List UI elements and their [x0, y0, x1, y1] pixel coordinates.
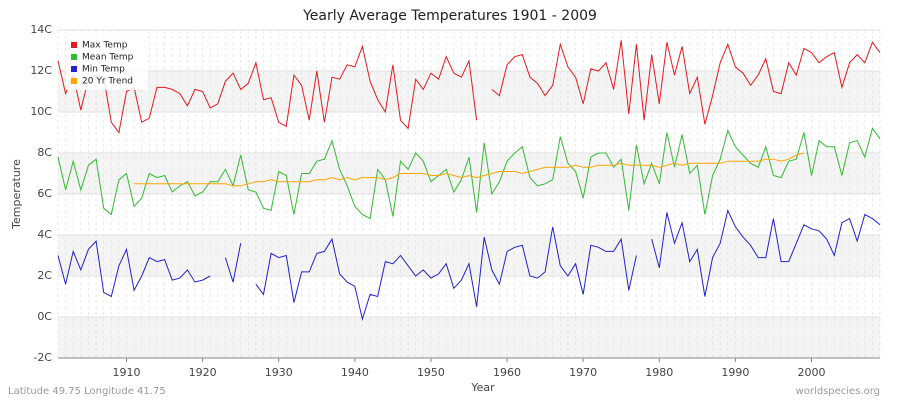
series-line: [134, 152, 805, 187]
y-tick-label: 6C: [37, 187, 52, 200]
y-tick-label: -2C: [33, 351, 52, 364]
x-tick-label: 1970: [569, 366, 597, 379]
legend-label: Min Temp: [82, 65, 125, 75]
y-tick-label: 8C: [37, 146, 52, 159]
legend-box: [66, 36, 148, 90]
chart-title: Yearly Average Temperatures 1901 - 2009: [302, 8, 597, 24]
x-tick-label: 1920: [189, 366, 217, 379]
x-tick-label: 1940: [341, 366, 369, 379]
x-tick-label: 1960: [493, 366, 521, 379]
y-tick-label: 10C: [30, 105, 52, 118]
y-tick-label: 4C: [37, 228, 52, 241]
x-axis-label: Year: [470, 381, 495, 394]
x-tick-label: 1910: [113, 366, 141, 379]
legend-label: Max Temp: [82, 41, 128, 51]
y-axis-label: Temperature: [10, 159, 23, 230]
source: worldspecies.org: [796, 386, 880, 397]
x-tick-label: 1930: [265, 366, 293, 379]
x-tick-label: 2000: [798, 366, 826, 379]
legend: Max Temp Mean Temp Min Temp 20 Yr Trend: [66, 36, 148, 90]
plot-area: [57, 29, 881, 359]
series-line: [57, 40, 881, 134]
legend-label: Mean Temp: [82, 53, 134, 63]
series-line: [57, 127, 881, 220]
y-tick-label: 14C: [30, 23, 52, 36]
y-tick-label: 2C: [37, 269, 52, 282]
x-tick-label: 1990: [721, 366, 749, 379]
series-line: [57, 208, 881, 322]
x-tick-label: 1950: [417, 366, 445, 379]
legend-swatch: [71, 54, 77, 60]
legend-swatch: [71, 66, 77, 72]
y-tick-label: 0C: [37, 310, 52, 323]
x-tick-label: 1980: [645, 366, 673, 379]
legend-swatch: [71, 78, 77, 84]
legend-label: 20 Yr Trend: [82, 77, 133, 87]
y-tick-label: 12C: [30, 64, 52, 77]
footnote: Latitude 49.75 Longitude 41.75: [8, 386, 166, 397]
legend-swatch: [71, 42, 77, 48]
